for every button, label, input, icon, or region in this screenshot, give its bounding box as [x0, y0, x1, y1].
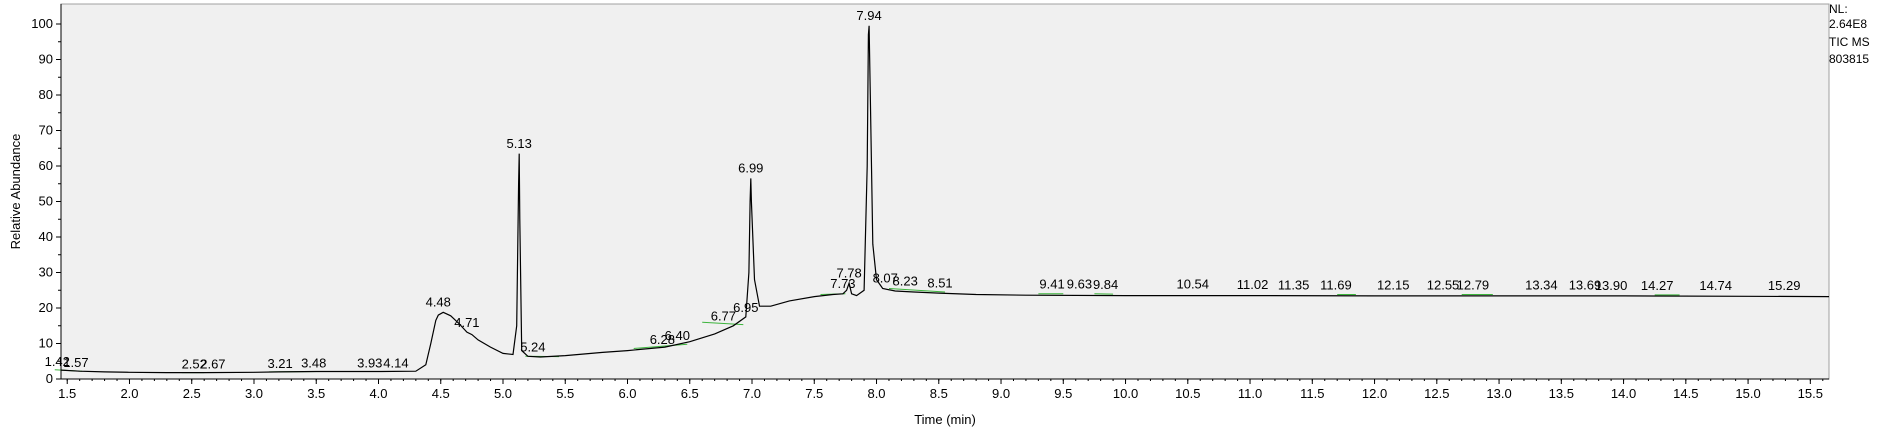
peak-label: 2.52: [182, 357, 207, 372]
x-tick-label: 5.5: [556, 386, 574, 401]
peak-label: 9.63: [1067, 277, 1092, 292]
peak-label: 7.73: [830, 276, 855, 291]
peak-label: 2.67: [200, 357, 225, 372]
y-tick-label: 100: [31, 16, 53, 31]
x-tick-label: 3.5: [307, 386, 325, 401]
y-tick-label: 30: [39, 265, 53, 280]
peak-label: 15.29: [1768, 278, 1801, 293]
peak-label: 5.13: [507, 136, 532, 151]
peak-label: 13.90: [1595, 278, 1628, 293]
x-tick-label: 7.5: [805, 386, 823, 401]
x-axis-title: Time (min): [914, 412, 976, 427]
x-tick-label: 1.5: [58, 386, 76, 401]
file-name: 803815: [1829, 52, 1870, 66]
x-tick-label: 4.5: [432, 386, 450, 401]
peak-label: 8.07: [873, 271, 898, 286]
peak-label: 6.95: [733, 300, 758, 315]
x-tick-label: 9.5: [1054, 386, 1072, 401]
peak-label: 11.35: [1278, 277, 1310, 292]
peak-label: 6.40: [665, 328, 690, 343]
x-tick-label: 11.5: [1300, 386, 1324, 401]
x-tick-label: 6.5: [681, 386, 699, 401]
x-tick-label: 10.5: [1175, 386, 1200, 401]
plot-area: [60, 3, 1830, 380]
y-tick-label: 80: [39, 87, 53, 102]
y-tick-label: 0: [46, 371, 53, 386]
peak-label: 14.27: [1641, 278, 1674, 293]
x-tick-label: 13.0: [1486, 386, 1511, 401]
peak-baseline: [888, 287, 946, 293]
peak-label: 13.69: [1569, 277, 1602, 292]
peak-label: 3.48: [301, 356, 326, 371]
x-tick-label: 13.5: [1549, 386, 1574, 401]
y-axis-ticks: 0 10 20 30 40 50 60 70 80 90 100: [31, 16, 61, 386]
peak-label: 4.71: [454, 315, 479, 330]
peak-label: 3.21: [267, 356, 292, 371]
x-tick-label: 12.5: [1424, 386, 1449, 401]
x-tick-label: 15.5: [1798, 386, 1823, 401]
x-tick-label: 6.0: [618, 386, 636, 401]
nl-label: NL:: [1829, 2, 1848, 16]
x-tick-label: 12.0: [1362, 386, 1387, 401]
peak-label: 4.14: [383, 356, 408, 371]
x-tick-label: 8.0: [867, 386, 885, 401]
x-tick-label: 14.0: [1611, 386, 1636, 401]
y-tick-label: 40: [39, 229, 53, 244]
peak-label: 9.41: [1039, 277, 1064, 292]
x-tick-label: 3.0: [245, 386, 263, 401]
x-tick-label: 15.0: [1735, 386, 1760, 401]
x-tick-label: 9.0: [992, 386, 1010, 401]
x-tick-label: 8.5: [930, 386, 948, 401]
peak-label: 12.15: [1377, 277, 1410, 292]
x-tick-label: 11.0: [1238, 386, 1262, 401]
peak-label: 14.74: [1699, 278, 1732, 293]
peak-label: 11.02: [1237, 277, 1269, 292]
x-tick-label: 2.0: [120, 386, 138, 401]
peak-label: 7.94: [856, 8, 881, 23]
peak-label: 9.84: [1093, 277, 1118, 292]
peak-label: 6.99: [738, 161, 763, 176]
peak-label: 1.42: [45, 354, 70, 369]
x-tick-label: 14.5: [1673, 386, 1698, 401]
peak-baseline: [633, 343, 688, 349]
peak-label: 8.23: [893, 274, 918, 289]
x-tick-label: 2.5: [183, 386, 201, 401]
peak-label: 4.48: [426, 294, 451, 309]
peak-label: 8.51: [927, 276, 952, 291]
y-tick-label: 60: [39, 158, 53, 173]
y-tick-label: 90: [39, 52, 53, 67]
chromatogram-trace: [60, 25, 1830, 374]
peak-label: 6.28: [650, 332, 675, 347]
y-tick-label: 70: [39, 123, 53, 138]
peak-labels: 1.421.57 2.522.67 3.21 3.48 3.93 4.14 4.484.71…: [45, 8, 1801, 372]
y-tick-label: 10: [39, 336, 53, 351]
peak-label: 7.78: [836, 265, 861, 280]
x-tick-label: 7.0: [743, 386, 761, 401]
scan-filter: TIC MS: [1829, 35, 1870, 49]
x-tick-label: 10.0: [1113, 386, 1138, 401]
y-tick-label: 20: [39, 300, 53, 315]
peak-label: 11.69: [1320, 277, 1352, 292]
peak-label: 12.55: [1427, 277, 1460, 292]
nl-value: 2.64E8: [1829, 17, 1868, 31]
peak-label: 3.93: [357, 356, 382, 371]
x-tick-label: 4.0: [369, 386, 387, 401]
x-axis-ticks: 1.5 2.0 2.5 3.0 3.5 4.0 4.5 5.0 5.5 6.0 6.5 7.0 7.5 8…: [58, 379, 1824, 401]
peak-label: 6.77: [711, 308, 736, 323]
x-tick-label: 5.0: [494, 386, 512, 401]
peak-label: 5.24: [520, 340, 545, 355]
y-axis-title: Relative Abundance: [8, 134, 23, 250]
y-tick-label: 50: [39, 194, 53, 209]
peak-label: 1.57: [63, 355, 88, 370]
peak-label: 13.34: [1525, 277, 1558, 292]
peak-label: 12.79: [1457, 277, 1490, 292]
peak-label: 10.54: [1176, 277, 1209, 292]
